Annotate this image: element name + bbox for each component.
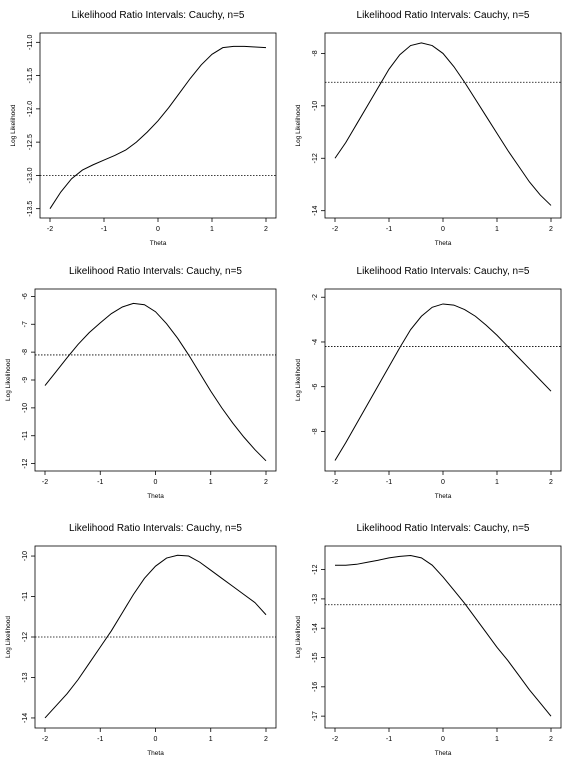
y-tick-label: -8 [312, 428, 319, 434]
y-axis-label: Log Likelihood [295, 616, 302, 658]
y-tick-label: -12 [22, 632, 29, 642]
y-tick-label: -10 [22, 403, 29, 413]
plot-frame [39, 32, 277, 219]
x-tick-label: -2 [42, 479, 48, 486]
chart-title: Likelihood Ratio Intervals: Cauchy, n=5 [357, 523, 530, 534]
x-tick-label: 2 [264, 479, 268, 486]
y-axis-label: Log Likelihood [10, 104, 17, 146]
y-tick-label: -2 [312, 294, 319, 300]
log-likelihood-curve [335, 555, 552, 717]
chart-panel-1: Likelihood Ratio Intervals: Cauchy, n=5 -… [10, 10, 277, 247]
y-tick-label: -12.5 [27, 134, 34, 150]
x-axis-label: Theta [147, 493, 164, 500]
y-tick-label: -12 [22, 458, 29, 468]
x-tick-label: 0 [154, 479, 158, 486]
x-tick-label: 1 [495, 736, 499, 743]
y-tick-label: -13.0 [27, 167, 34, 183]
y-tick-label: -11 [22, 592, 29, 602]
y-tick-label: -12 [312, 153, 319, 163]
plot-frame [324, 32, 562, 219]
y-tick-label: -16 [312, 682, 319, 692]
chart-title: Likelihood Ratio Intervals: Cauchy, n=5 [357, 266, 530, 277]
x-axis-label: Theta [150, 240, 167, 247]
x-tick-label: -2 [332, 479, 338, 486]
chart-panel-6: Likelihood Ratio Intervals: Cauchy, n=5 -… [295, 523, 562, 757]
x-tick-label: 1 [495, 226, 499, 233]
x-tick-label: 1 [495, 479, 499, 486]
y-tick-label: -12 [312, 564, 319, 574]
x-tick-label: 2 [264, 226, 268, 233]
chart-panel-2: Likelihood Ratio Intervals: Cauchy, n=5 -… [295, 10, 562, 247]
x-tick-label: -1 [97, 479, 103, 486]
x-tick-label: -2 [332, 226, 338, 233]
y-tick-label: -7 [22, 321, 29, 327]
log-likelihood-curve [44, 302, 267, 462]
x-tick-label: -1 [97, 736, 103, 743]
x-tick-label: -1 [101, 226, 107, 233]
x-tick-label: 0 [154, 736, 158, 743]
x-axis-label: Theta [435, 240, 452, 247]
y-tick-label: -11 [22, 431, 29, 441]
y-axis-label: Log Likelihood [5, 616, 12, 658]
x-tick-label: -1 [386, 226, 392, 233]
x-axis-label: Theta [435, 493, 452, 500]
chart-panel-3: Likelihood Ratio Intervals: Cauchy, n=5 -… [5, 266, 277, 500]
x-tick-label: -1 [386, 736, 392, 743]
x-tick-label: 0 [441, 226, 445, 233]
y-tick-label: -13 [22, 672, 29, 682]
y-tick-label: -8 [312, 50, 319, 56]
y-tick-label: -12.0 [27, 101, 34, 117]
x-tick-label: 2 [264, 736, 268, 743]
y-tick-label: -10 [312, 101, 319, 111]
chart-panel-4: Likelihood Ratio Intervals: Cauchy, n=5 -… [295, 266, 562, 500]
x-tick-label: -1 [386, 479, 392, 486]
y-tick-label: -8 [22, 349, 29, 355]
y-tick-label: -14 [312, 206, 319, 216]
x-tick-label: 2 [549, 226, 553, 233]
x-tick-label: 2 [549, 479, 553, 486]
x-tick-label: -2 [332, 736, 338, 743]
y-tick-label: -15 [312, 652, 319, 662]
y-tick-label: -14 [312, 623, 319, 633]
y-tick-label: -13.5 [27, 201, 34, 217]
y-axis-label: Log Likelihood [5, 359, 12, 401]
y-axis-label: Log Likelihood [295, 359, 302, 401]
x-tick-label: 0 [156, 226, 160, 233]
y-tick-label: -4 [312, 339, 319, 345]
chart-title: Likelihood Ratio Intervals: Cauchy, n=5 [357, 10, 530, 21]
y-tick-label: -10 [22, 551, 29, 561]
x-tick-label: 1 [210, 226, 214, 233]
plot-frame [34, 288, 277, 472]
y-tick-label: -13 [312, 594, 319, 604]
x-tick-label: 0 [441, 479, 445, 486]
plot-frame [324, 545, 562, 729]
x-tick-label: 2 [549, 736, 553, 743]
y-tick-label: -9 [22, 377, 29, 383]
plot-frame [324, 288, 562, 472]
x-tick-label: -2 [42, 736, 48, 743]
x-tick-label: -2 [47, 226, 53, 233]
x-tick-label: 1 [209, 736, 213, 743]
y-tick-label: -6 [22, 293, 29, 299]
y-tick-label: -11.0 [27, 35, 34, 51]
chart-title: Likelihood Ratio Intervals: Cauchy, n=5 [69, 266, 242, 277]
chart-title: Likelihood Ratio Intervals: Cauchy, n=5 [72, 10, 245, 21]
x-tick-label: 1 [209, 479, 213, 486]
y-axis-label: Log Likelihood [295, 104, 302, 146]
chart-panel-5: Likelihood Ratio Intervals: Cauchy, n=5 -… [5, 523, 277, 757]
y-tick-label: -14 [22, 713, 29, 723]
log-likelihood-curve [334, 303, 552, 461]
x-tick-label: 0 [441, 736, 445, 743]
x-axis-label: Theta [147, 750, 164, 757]
y-tick-label: -6 [312, 383, 319, 389]
log-likelihood-curve [44, 554, 267, 719]
log-likelihood-curve [334, 42, 552, 206]
log-likelihood-curve [49, 45, 267, 209]
y-tick-label: -11.5 [27, 68, 34, 84]
x-axis-label: Theta [435, 750, 452, 757]
chart-title: Likelihood Ratio Intervals: Cauchy, n=5 [69, 523, 242, 534]
y-tick-label: -17 [312, 711, 319, 721]
